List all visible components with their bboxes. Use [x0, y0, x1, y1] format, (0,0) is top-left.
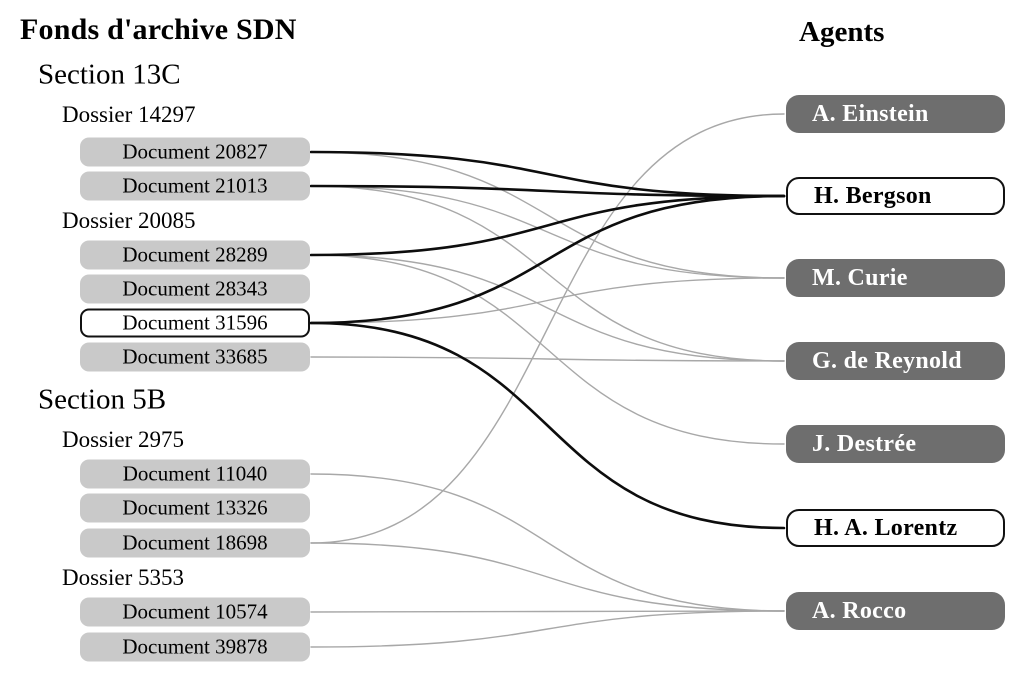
edge-21013-to-curie	[310, 185, 785, 279]
document-node-28343[interactable]: Document 28343	[80, 274, 310, 304]
document-node-20827[interactable]: Document 20827	[80, 137, 310, 167]
document-node-39878[interactable]: Document 39878	[80, 632, 310, 662]
edge-28289-to-reynold	[310, 254, 785, 362]
dossier-label: Dossier 5353	[62, 565, 185, 590]
agent-node-bergson-selected[interactable]: H. Bergson	[786, 177, 1005, 215]
document-node-33685[interactable]: Document 33685	[80, 342, 310, 372]
document-node-11040[interactable]: Document 11040	[80, 459, 310, 489]
agent-node-curie[interactable]: M. Curie	[786, 259, 1005, 297]
edge-18698-to-rocco	[310, 542, 785, 612]
agent-node-reynold[interactable]: G. de Reynold	[786, 342, 1005, 380]
page-title: Fonds d'archive SDN	[20, 13, 297, 46]
edge-33685-to-reynold	[310, 356, 785, 362]
agent-node-einstein[interactable]: A. Einstein	[786, 95, 1005, 133]
edge-28289-to-bergson	[309, 194, 786, 257]
dossier-label: Dossier 2975	[62, 427, 185, 452]
section-label: Section 13C	[38, 58, 181, 91]
document-node-28289[interactable]: Document 28289	[80, 240, 310, 270]
edge-31596-to-bergson	[309, 194, 786, 325]
edge-11040-to-rocco	[310, 473, 785, 612]
document-node-21013[interactable]: Document 21013	[80, 171, 310, 201]
edge-31596-to-lorentz	[309, 321, 786, 530]
document-node-18698[interactable]: Document 18698	[80, 528, 310, 558]
edge-21013-to-bergson	[309, 184, 786, 198]
agent-node-destree[interactable]: J. Destrée	[786, 425, 1005, 463]
agents-column-title: Agents	[799, 16, 885, 48]
edge-39878-to-rocco	[310, 610, 785, 648]
section-label: Section 5B	[38, 383, 167, 416]
agent-node-rocco[interactable]: A. Rocco	[786, 592, 1005, 630]
dossier-label: Dossier 14297	[62, 102, 196, 127]
edge-10574-to-rocco	[310, 610, 785, 613]
document-node-10574[interactable]: Document 10574	[80, 597, 310, 627]
edge-28289-to-destree	[310, 254, 785, 445]
dossier-label: Dossier 20085	[62, 208, 196, 233]
agent-node-lorentz-selected[interactable]: H. A. Lorentz	[786, 509, 1005, 547]
edge-20827-to-curie	[310, 151, 785, 279]
edge-31596-to-curie	[310, 277, 785, 324]
edge-18698-to-einstein	[310, 113, 785, 544]
document-node-13326[interactable]: Document 13326	[80, 493, 310, 523]
edge-21013-to-reynold	[310, 185, 785, 362]
document-node-31596-selected[interactable]: Document 31596	[80, 308, 310, 338]
edge-20827-to-bergson	[309, 150, 786, 198]
